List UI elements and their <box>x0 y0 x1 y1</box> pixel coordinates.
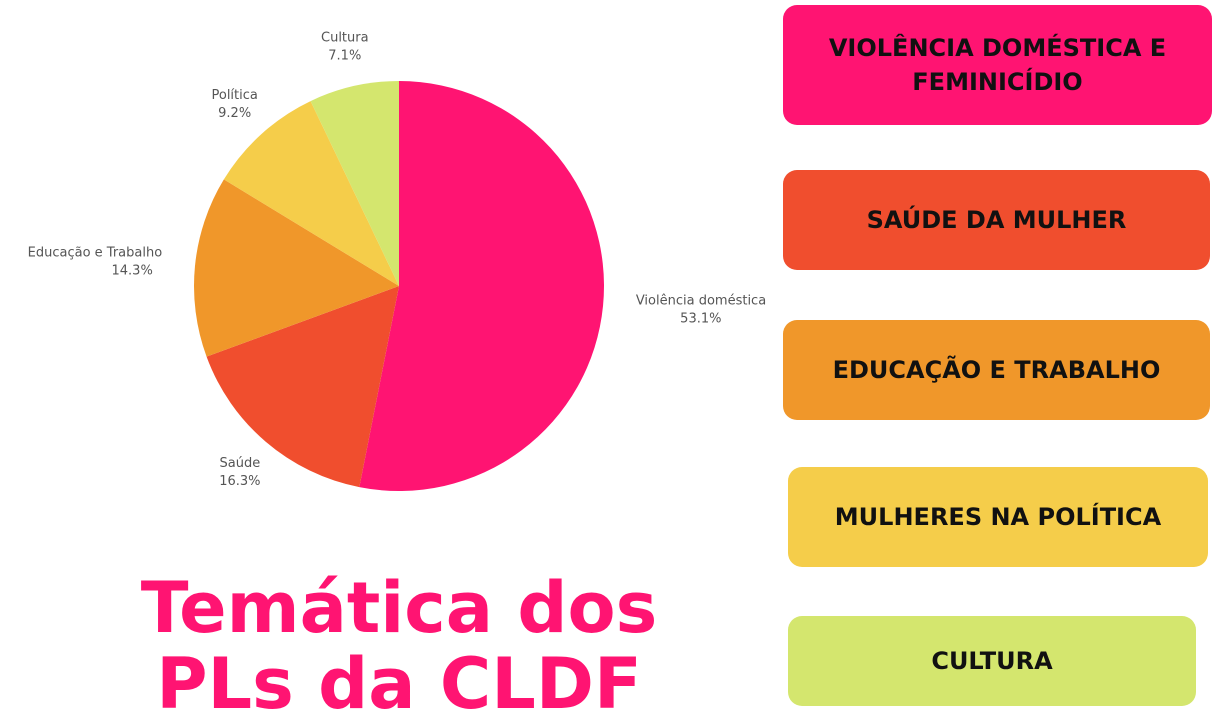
topic-button[interactable]: SAÚDE DA MULHER <box>783 170 1210 270</box>
topic-button[interactable]: EDUCAÇÃO E TRABALHO <box>783 320 1210 420</box>
pie-slice <box>194 179 399 357</box>
pie-slice <box>206 286 399 488</box>
slice-label: Violência doméstica <box>636 293 766 308</box>
page: Violência doméstica 53.1% Saúde 16.3% Educaç… <box>27 5 1212 722</box>
slice-label: Cultura <box>321 31 369 46</box>
slice-value-label: 7.1% <box>328 49 361 64</box>
topic-button[interactable]: MULHERES NA POLÍTICA <box>788 467 1208 567</box>
slice-value-label: 14.3% <box>112 264 153 279</box>
pie-slice <box>310 81 399 286</box>
topic-button[interactable]: CULTURA <box>788 616 1196 706</box>
pie-slice <box>359 81 604 491</box>
slice-label: Política <box>211 88 257 103</box>
pie-chart: Violência doméstica 53.1% Saúde 16.3% Educaç… <box>28 31 766 491</box>
slice-label: Educação e Trabalho <box>28 246 163 261</box>
slice-value-label: 53.1% <box>680 311 721 326</box>
chart-title: Temática dos PLs da CLDF <box>140 567 658 725</box>
pie-slice <box>223 101 399 287</box>
slice-value-label: 9.2% <box>218 106 251 121</box>
topic-button[interactable]: VIOLÊNCIA DOMÉSTICA E FEMINICÍDIO <box>783 5 1212 125</box>
slice-label: Saúde <box>220 456 261 471</box>
slice-value-label: 16.3% <box>219 474 260 489</box>
